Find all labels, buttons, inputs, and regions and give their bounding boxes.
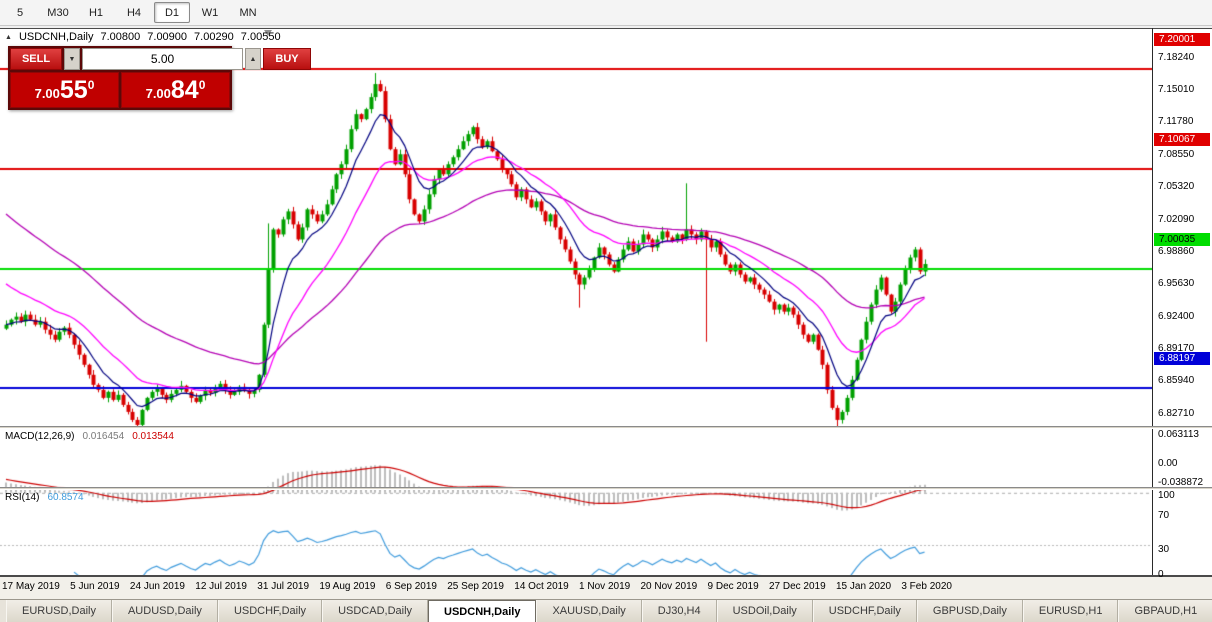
timeframe-button-h4[interactable]: H4 xyxy=(126,6,142,19)
date-tick-label: 3 Feb 2020 xyxy=(901,581,952,592)
date-tick-label: 19 Aug 2019 xyxy=(319,581,376,592)
sell-price-sup: 0 xyxy=(87,78,95,92)
chart-tab-eurusd-h1[interactable]: EURUSD,H1 xyxy=(1022,600,1119,622)
timeframe-button-5[interactable]: 5 xyxy=(16,6,24,19)
chart-tab-usdoil-daily[interactable]: USDOil,Daily xyxy=(716,600,813,622)
macd-scale-label: 0.00 xyxy=(1158,457,1178,469)
price-scale-label: 7.15010 xyxy=(1158,84,1195,96)
date-tick-label: 17 May 2019 xyxy=(2,581,60,592)
rsi-scale-label: 30 xyxy=(1158,543,1170,555)
date-axis-labels: 17 May 2019 5 Jun 2019 24 Jun 2019 12 Jul 2… xyxy=(2,581,952,592)
price-scale-label: 7.02090 xyxy=(1158,213,1195,225)
buy-button[interactable]: BUY xyxy=(263,48,311,70)
price-scale-label: 7.11780 xyxy=(1158,116,1194,128)
chart-tab-bar: EURUSD,Daily AUDUSD,Daily USDCHF,Daily USDC… xyxy=(0,599,1212,622)
price-line-tag: 7.10067 xyxy=(1154,132,1210,146)
date-axis[interactable]: 17 May 2019 5 Jun 2019 24 Jun 2019 12 Jul 2… xyxy=(0,577,1212,599)
buy-price-sup: 0 xyxy=(198,78,206,92)
date-tick-label: 5 Jun 2019 xyxy=(70,581,120,592)
timeframe-button-w1[interactable]: W1 xyxy=(201,6,219,19)
macd-value-main: 0.016454 xyxy=(82,431,125,442)
chart-tab-eurusd-daily[interactable]: EURUSD,Daily xyxy=(6,600,112,622)
volume-stepper-up[interactable]: ▲ xyxy=(245,48,261,70)
price-line-tag: 7.20001 xyxy=(1154,33,1210,47)
macd-name: MACD(12,26,9) xyxy=(5,431,75,442)
date-tick-label: 9 Dec 2019 xyxy=(707,581,759,592)
date-tick-label: 20 Nov 2019 xyxy=(640,581,698,592)
price-scale-label: 6.89170 xyxy=(1158,343,1195,355)
price-scale-label: 7.05320 xyxy=(1158,181,1195,193)
date-tick-label: 25 Sep 2019 xyxy=(447,581,504,592)
sell-price-big: 55 xyxy=(59,76,88,104)
chart-tab-usdcad-daily[interactable]: USDCAD,Daily xyxy=(322,600,429,622)
price-scale-label: 6.95630 xyxy=(1158,278,1195,290)
macd-scale-label: 0.063113 xyxy=(1158,429,1199,440)
quote-close: 7.00550 xyxy=(240,31,281,43)
macd-value-signal: 0.013544 xyxy=(132,431,174,442)
rsi-label: RSI(14) 60.8574 xyxy=(5,492,84,503)
rsi-scale-label: 100 xyxy=(1158,490,1175,501)
volume-stepper-down[interactable]: ▼ xyxy=(64,48,80,70)
date-tick-label: 15 Jan 2020 xyxy=(835,581,892,592)
price-chart-canvas[interactable] xyxy=(0,57,1152,455)
volume-input[interactable] xyxy=(82,48,243,70)
date-tick-label: 14 Oct 2019 xyxy=(514,581,569,592)
price-scale-label: 7.08550 xyxy=(1158,148,1195,160)
macd-scale-label: -0.038872 xyxy=(1158,476,1204,488)
price-scale-label: 6.98860 xyxy=(1158,245,1195,257)
quote-symbol: USDCNH,Daily xyxy=(18,31,94,43)
chart-tab-audusd-daily[interactable]: AUDUSD,Daily xyxy=(111,600,218,622)
price-scale-border xyxy=(1152,28,1153,577)
chart-tab-gbpusd-daily[interactable]: GBPUSD,Daily xyxy=(916,600,1023,622)
rsi-scale-label: 70 xyxy=(1158,509,1170,521)
date-tick-label: 24 Jun 2019 xyxy=(129,581,185,592)
price-line-tag: 7.00035 xyxy=(1154,233,1210,247)
chart-tab-usdchf-daily[interactable]: USDCHF,Daily xyxy=(812,600,917,622)
quote-high: 7.00900 xyxy=(147,31,188,43)
timeframe-button-m30[interactable]: M30 xyxy=(47,6,69,19)
date-tick-label: 6 Sep 2019 xyxy=(385,581,437,592)
chart-tab-gbpaud-h1[interactable]: GBPAUD,H1 xyxy=(1118,600,1212,622)
price-scale-label: 6.82710 xyxy=(1158,407,1195,419)
quote-low: 7.00290 xyxy=(194,31,234,43)
macd-label: MACD(12,26,9) 0.016454 0.013544 xyxy=(5,431,174,442)
chart-bottom-border xyxy=(0,575,1212,577)
chart-tab-dj30-h4[interactable]: DJ30,H4 xyxy=(641,600,717,622)
rsi-value: 60.8574 xyxy=(47,492,84,503)
sell-price-button[interactable]: 7.00 55 0 xyxy=(10,72,119,108)
chart-tab-xauusd-daily[interactable]: XAUUSD,Daily xyxy=(536,600,642,622)
rsi-name: RSI(14) xyxy=(5,492,40,503)
timeframe-toolbar: 5 M30 H1 H4 D1 W1 MN xyxy=(0,0,1212,26)
quote-open: 7.00800 xyxy=(100,31,141,43)
price-line-tag: 6.88197 xyxy=(1154,351,1210,365)
sell-price-main: 7.00 xyxy=(34,86,60,101)
buy-price-button[interactable]: 7.00 84 0 xyxy=(121,72,230,108)
price-scale-label: 6.92400 xyxy=(1158,310,1195,322)
panel-separator-rsi[interactable] xyxy=(0,487,1212,490)
sell-button[interactable]: SELL xyxy=(10,48,62,70)
chart-window xyxy=(0,28,1212,604)
timeframe-button-d1[interactable]: D1 xyxy=(154,2,190,23)
price-scale-label: 7.18240 xyxy=(1158,51,1195,63)
date-tick-label: 12 Jul 2019 xyxy=(195,581,247,592)
buy-price-main: 7.00 xyxy=(145,86,171,101)
buy-price-big: 84 xyxy=(170,76,199,104)
price-scale-label: 6.85940 xyxy=(1158,375,1195,387)
timeframe-button-h1[interactable]: H1 xyxy=(88,6,104,19)
quote-direction-icon: ▲ xyxy=(5,33,12,41)
chart-tab-usdcnh-daily[interactable]: USDCNH,Daily xyxy=(428,600,537,622)
chart-tab-usdchf-daily[interactable]: USDCHF,Daily xyxy=(217,600,323,622)
panel-separator-macd[interactable] xyxy=(0,426,1212,429)
date-tick-label: 27 Dec 2019 xyxy=(768,581,826,592)
quote-line: ▲ USDCNH,Daily 7.00800 7.00900 7.00290 7… xyxy=(5,31,281,43)
chart-shift-marker[interactable] xyxy=(264,30,272,36)
date-tick-label: 31 Jul 2019 xyxy=(257,581,310,592)
rsi-scale-label: 0 xyxy=(1158,569,1164,580)
date-tick-label: 1 Nov 2019 xyxy=(579,581,631,592)
timeframe-button-mn[interactable]: MN xyxy=(239,6,257,19)
